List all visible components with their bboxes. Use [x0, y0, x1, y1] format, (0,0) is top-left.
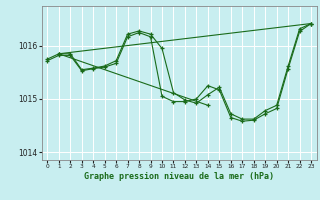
X-axis label: Graphe pression niveau de la mer (hPa): Graphe pression niveau de la mer (hPa): [84, 172, 274, 181]
